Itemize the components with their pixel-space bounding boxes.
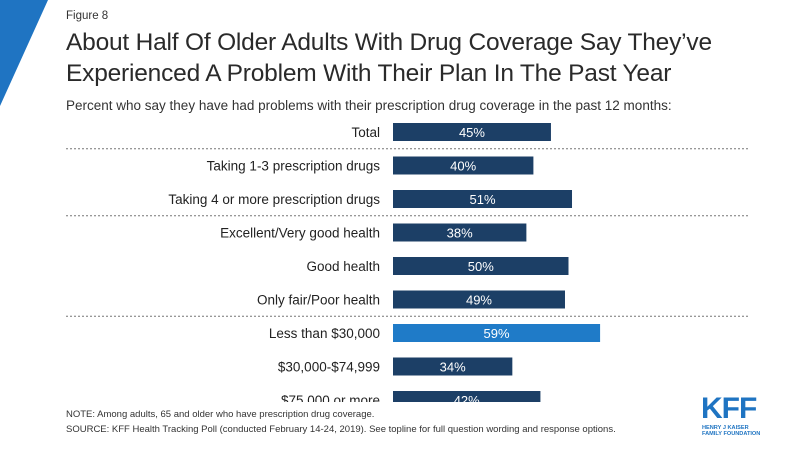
source-text: SOURCE: KFF Health Tracking Poll (conduc… <box>66 424 616 435</box>
data-label: 49% <box>466 293 492 308</box>
bar <box>393 290 565 309</box>
bar <box>393 257 569 275</box>
data-label: 45% <box>459 125 485 140</box>
data-label: 42% <box>454 393 480 402</box>
bar <box>393 324 601 342</box>
chart-title: About Half Of Older Adults With Drug Cov… <box>66 29 712 87</box>
category-label: Less than $30,000 <box>269 326 380 341</box>
category-label: Total <box>351 125 380 140</box>
category-label: Good health <box>306 259 380 274</box>
category-label: Excellent/Very good health <box>220 226 380 241</box>
logo-subtitle: HENRY J KAISER FAMILY FOUNDATION <box>702 425 761 438</box>
category-label: $75,000 or more <box>281 393 380 402</box>
data-label: 38% <box>447 226 473 241</box>
category-label: Taking 4 or more prescription drugs <box>168 192 380 207</box>
bar <box>393 357 513 376</box>
category-label: $30,000-$74,999 <box>278 360 380 375</box>
figure-label: Figure 8 <box>66 10 109 22</box>
bar <box>393 190 573 208</box>
bar <box>393 391 541 402</box>
data-label: 40% <box>450 159 476 174</box>
data-label: 59% <box>484 326 510 341</box>
logo-wordmark: KFF <box>701 392 757 425</box>
bar <box>393 156 534 175</box>
category-label: Only fair/Poor health <box>257 293 380 308</box>
category-label: Taking 1-3 prescription drugs <box>207 159 381 174</box>
kff-logo: KFF HENRY J KAISER FAMILY FOUNDATION <box>701 394 781 442</box>
bar <box>393 223 527 242</box>
corner-accent <box>0 0 48 106</box>
note-text: NOTE: Among adults, 65 and older who hav… <box>66 409 375 420</box>
bar-chart: Total 45% Taking 1-3 prescription drugs 40%… <box>66 123 748 402</box>
data-label: 34% <box>440 360 466 375</box>
data-label: 51% <box>469 192 495 207</box>
chart-subtitle: Percent who say they have had problems w… <box>66 98 672 113</box>
bar <box>393 123 551 141</box>
data-label: 50% <box>468 259 494 274</box>
